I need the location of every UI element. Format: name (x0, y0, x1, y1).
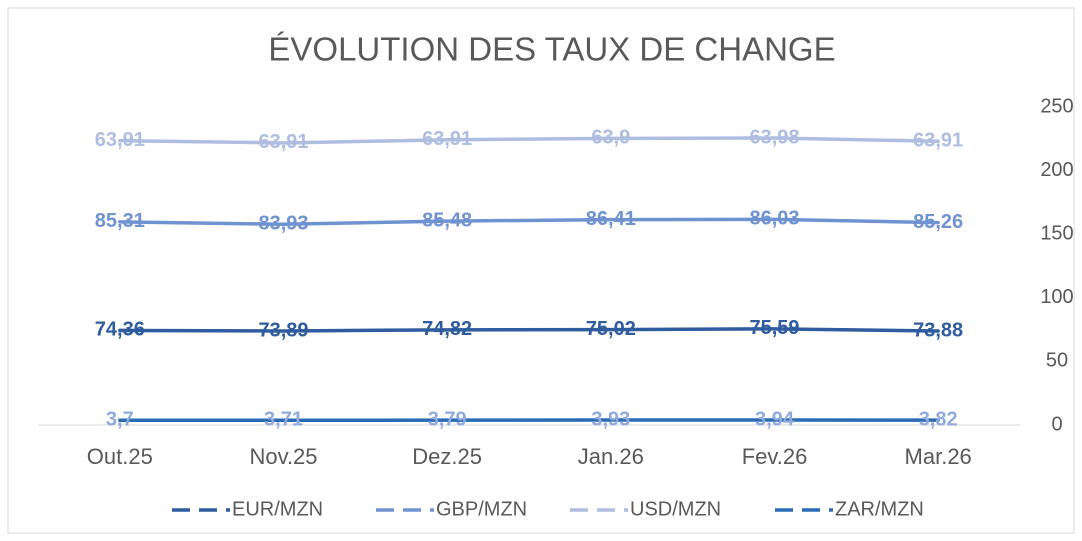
y-tick-label: 50 (1046, 350, 1068, 372)
data-label: 86,41 (586, 208, 636, 230)
data-label: 73,89 (258, 319, 308, 341)
x-tick-label: Dez.25 (412, 444, 482, 469)
data-label: 3,71 (264, 409, 303, 431)
x-tick-label: Fev.26 (742, 444, 808, 469)
y-tick-label: 0 (1051, 413, 1062, 435)
data-label: 63,91 (258, 131, 308, 153)
x-tick-label: Jan.26 (578, 444, 644, 469)
data-label: 86,03 (749, 208, 799, 230)
data-label: 63,98 (749, 126, 799, 148)
data-label: 3,7 (106, 409, 134, 431)
y-tick-label: 250 (1040, 95, 1073, 117)
y-tick-label: 150 (1040, 222, 1073, 244)
y-tick-label: 100 (1040, 286, 1073, 308)
data-label: 74,36 (95, 319, 145, 341)
x-tick-label: Nov.25 (249, 444, 317, 469)
data-label: 3,79 (428, 408, 467, 430)
x-tick-label: Out.25 (87, 444, 153, 469)
legend-label: GBP/MZN (436, 498, 527, 520)
data-label: 75,02 (586, 318, 636, 340)
data-label: 3,82 (919, 408, 958, 430)
data-label: 3,93 (591, 408, 630, 430)
legend-label: USD/MZN (630, 498, 721, 520)
chart-title: ÉVOLUTION DES TAUX DE CHANGE (268, 31, 835, 68)
data-label: 83,93 (258, 213, 308, 235)
data-label: 63,91 (422, 128, 472, 150)
data-label: 75,59 (749, 317, 799, 339)
data-label: 85,48 (422, 209, 472, 231)
series-line (118, 217, 940, 227)
data-label: 85,26 (913, 211, 963, 233)
data-label: 63,9 (591, 127, 630, 149)
series-line (118, 136, 940, 145)
chart-border (7, 7, 1075, 534)
data-label: 74,82 (422, 318, 472, 340)
series-line (118, 327, 940, 333)
x-tick-label: Mar.26 (905, 444, 972, 469)
data-label: 73,88 (913, 319, 963, 341)
y-tick-label: 200 (1040, 159, 1073, 181)
data-label: 63,91 (913, 130, 963, 152)
data-label: 3,94 (755, 408, 795, 430)
legend-label: ZAR/MZN (835, 498, 924, 520)
data-label: 63,91 (95, 129, 145, 151)
legend-label: EUR/MZN (232, 498, 323, 520)
data-label: 85,31 (95, 210, 145, 232)
